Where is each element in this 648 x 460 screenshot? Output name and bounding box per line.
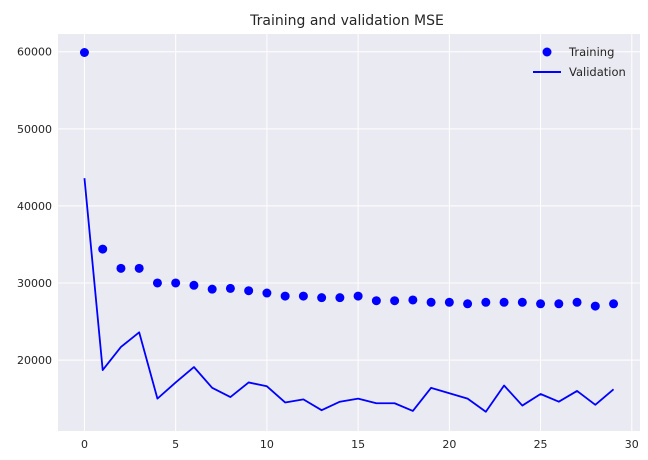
data-point-training: [536, 299, 546, 309]
series-layer: [79, 48, 619, 413]
data-point-training: [298, 291, 308, 301]
x-tick-label: 15: [351, 438, 365, 451]
data-point-training: [572, 297, 582, 307]
data-point-training: [390, 296, 400, 306]
data-point-training: [280, 291, 290, 301]
legend-label-validation: Validation: [569, 65, 626, 79]
y-tick-label: 30000: [17, 277, 52, 290]
data-point-training: [609, 299, 619, 309]
data-point-training: [371, 296, 381, 306]
x-tick-label: 5: [172, 438, 179, 451]
data-point-training: [554, 299, 564, 309]
data-point-training: [426, 297, 436, 307]
x-tick-label: 0: [81, 438, 88, 451]
data-point-training: [116, 263, 126, 273]
x-tick-label: 10: [260, 438, 274, 451]
chart-title: Training and validation MSE: [249, 13, 444, 29]
data-point-training: [444, 297, 454, 307]
data-point-training: [134, 263, 144, 273]
data-point-training: [98, 244, 108, 254]
data-point-training: [335, 293, 345, 303]
legend-label-training: Training: [568, 45, 614, 59]
x-tick-label: 20: [442, 438, 456, 451]
data-point-training: [481, 297, 491, 307]
data-point-training: [262, 288, 272, 298]
plot-area: [58, 34, 640, 431]
legend: Training Validation: [533, 45, 626, 79]
data-point-training: [463, 299, 473, 309]
y-axis: 20000 30000 40000 50000 60000: [17, 46, 52, 367]
data-point-training: [517, 297, 527, 307]
data-point-training: [207, 284, 217, 294]
y-tick-label: 50000: [17, 123, 52, 136]
y-tick-label: 60000: [17, 46, 52, 59]
data-point-training: [499, 297, 509, 307]
legend-marker-training: [542, 47, 552, 57]
x-axis: 0 5 10 15 20 25 30: [81, 438, 639, 451]
data-point-training: [408, 295, 418, 305]
series-line-validation: [83, 178, 615, 413]
data-point-training: [244, 286, 254, 296]
data-point-training: [79, 48, 89, 58]
data-point-training: [189, 280, 199, 290]
data-point-training: [152, 278, 162, 288]
y-tick-label: 40000: [17, 200, 52, 213]
data-point-training: [225, 283, 235, 293]
data-point-training: [171, 278, 181, 288]
data-point-training: [317, 293, 327, 303]
x-tick-label: 25: [534, 438, 548, 451]
data-point-training: [590, 301, 600, 311]
x-tick-label: 30: [625, 438, 639, 451]
y-tick-label: 20000: [17, 354, 52, 367]
data-point-training: [353, 291, 363, 301]
